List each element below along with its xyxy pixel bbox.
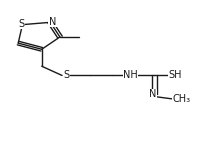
Text: NH: NH <box>123 71 138 80</box>
Text: S: S <box>63 71 69 80</box>
Text: CH₃: CH₃ <box>172 94 190 104</box>
Text: SH: SH <box>169 71 182 80</box>
Text: N: N <box>49 17 56 26</box>
Text: S: S <box>18 19 24 29</box>
Text: N: N <box>149 89 157 99</box>
